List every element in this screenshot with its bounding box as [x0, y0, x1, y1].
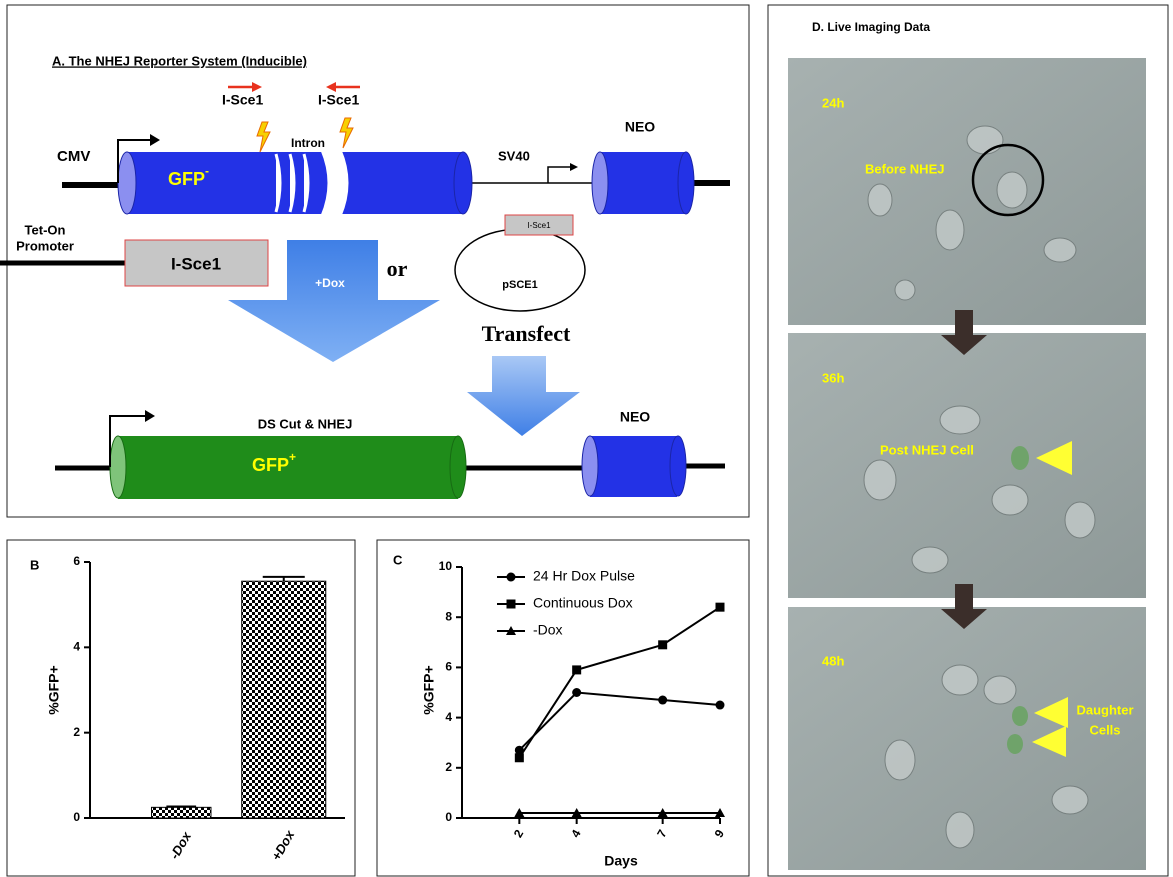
y-tick-label: 10: [439, 559, 453, 573]
y-tick-label: 2: [73, 725, 80, 739]
promoter-arrow-head: [150, 134, 160, 146]
x-tick-label: 9: [712, 827, 728, 840]
cylinder-end: [450, 436, 466, 498]
cell-label: Cells: [1089, 722, 1120, 737]
promoter-arrow: [548, 167, 570, 183]
series-line: [519, 693, 720, 751]
panel-label: B: [30, 557, 39, 572]
arrow-head: [252, 82, 262, 92]
y-tick-label: 4: [445, 710, 452, 724]
point: [716, 603, 725, 612]
y-axis-label: %GFP+: [46, 665, 62, 714]
panel-title: D. Live Imaging Data: [812, 20, 930, 34]
or-label: or: [387, 256, 408, 281]
legend-label: Continuous Dox: [533, 595, 633, 611]
neo-label: NEO: [620, 409, 650, 425]
y-axis-label: %GFP+: [421, 665, 437, 714]
panel-a: A. The NHEJ Reporter System (Inducible) …: [0, 5, 749, 517]
site-label: I-Sce1: [318, 92, 359, 108]
legend-marker: [507, 573, 516, 582]
arrow-head: [326, 82, 336, 92]
gfp-cell: [1012, 706, 1028, 726]
cut-bolt: [340, 118, 353, 148]
tet-label: Tet-On: [25, 222, 66, 237]
y-tick-label: 0: [73, 810, 80, 824]
cylinder-end: [118, 152, 136, 214]
promoter-label: CMV: [57, 148, 90, 165]
panel-label: C: [393, 552, 403, 567]
y-tick-label: 6: [73, 554, 80, 568]
panel-d: D. Live Imaging Data 24h Before NHEJ 36h…: [768, 5, 1168, 876]
gene-sup: +: [289, 450, 296, 464]
site-label: I-Sce1: [222, 92, 263, 108]
transfect-arrow: [467, 356, 580, 436]
x-tick-label: -Dox: [167, 829, 195, 862]
cylinder-end: [454, 152, 472, 214]
cylinder-end: [678, 152, 694, 214]
intron-label: Intron: [291, 136, 325, 150]
y-tick-label: 2: [445, 760, 452, 774]
panel-title: A. The NHEJ Reporter System (Inducible): [52, 53, 307, 68]
gene-sup: -: [205, 164, 209, 178]
bar: [242, 581, 326, 818]
point: [658, 640, 667, 649]
cylinder-end: [670, 436, 686, 496]
legend-marker: [507, 600, 516, 609]
charts: B 0 2 4 6 %GFP+ -Dox +Dox C 0 2 4 6 8 10 %GFP+ 2 4 7 9 Days 2…: [30, 552, 727, 868]
point: [572, 688, 581, 697]
cylinder-end: [582, 436, 598, 496]
x-tick-label: +Dox: [268, 827, 297, 863]
time-label: 24h: [822, 95, 844, 110]
neo-cylinder: [600, 152, 685, 214]
bar: [152, 807, 211, 818]
plasmid-label: pSCE1: [502, 279, 537, 291]
cell-label: Daughter: [1076, 702, 1133, 717]
point: [515, 753, 524, 762]
plasmid-insert-label: I-Sce1: [527, 221, 551, 230]
promoter-arrow-head: [570, 163, 578, 171]
y-tick-label: 6: [445, 660, 452, 674]
promoter-label: SV40: [498, 148, 530, 163]
cell-label: Post NHEJ Cell: [880, 442, 974, 457]
cut-bolt: [257, 122, 270, 152]
x-tick-label: 2: [511, 827, 527, 840]
time-label: 48h: [822, 653, 844, 668]
page: {"panel_a": {"title": "A. The NHEJ Repor…: [0, 0, 1173, 877]
cylinder-end: [592, 152, 608, 214]
x-tick-label: 7: [654, 827, 670, 840]
x-tick-label: 4: [568, 827, 584, 840]
gene-name: GFP: [252, 455, 289, 475]
y-tick-label: 8: [445, 609, 452, 623]
cylinder-end: [110, 436, 126, 498]
gfp-cell: [1011, 446, 1029, 470]
promoter-arrow-head: [145, 410, 155, 422]
gfp-cell: [1007, 734, 1023, 754]
time-label: 36h: [822, 370, 844, 385]
gene-name: GFP: [168, 169, 205, 189]
plasmid: [455, 229, 585, 311]
y-tick-label: 0: [445, 810, 452, 824]
cut-label: DS Cut & NHEJ: [258, 416, 353, 431]
neo-label: NEO: [625, 119, 655, 135]
arrow-label: +Dox: [315, 276, 345, 290]
figure: A. The NHEJ Reporter System (Inducible) …: [0, 0, 1173, 877]
y-tick-label: 4: [73, 640, 80, 654]
legend-label: -Dox: [533, 622, 563, 638]
transfect-label: Transfect: [482, 321, 571, 346]
neo-cylinder: [590, 436, 677, 497]
point: [716, 701, 725, 710]
x-axis-label: Days: [604, 853, 638, 869]
gene-label: GFP-: [168, 164, 209, 189]
gene-box-label: I-Sce1: [171, 254, 221, 273]
legend-label: 24 Hr Dox Pulse: [533, 568, 635, 584]
point: [572, 665, 581, 674]
point: [658, 696, 667, 705]
cell-label: Before NHEJ: [865, 161, 944, 176]
tet-label: Promoter: [16, 238, 74, 253]
